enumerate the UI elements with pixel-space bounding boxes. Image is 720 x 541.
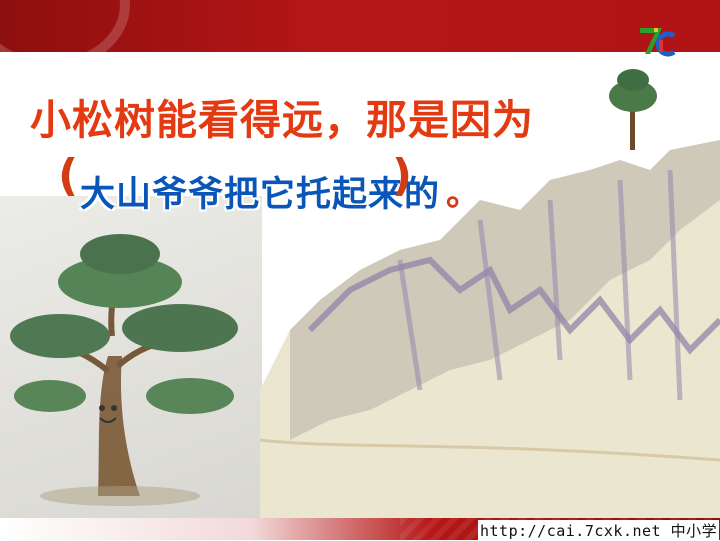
period-mark: 。 (446, 174, 480, 214)
7c-logo-icon (640, 28, 676, 57)
top-banner (0, 0, 720, 70)
title-line-1: 小松树能看得远，那是因为 (30, 96, 534, 144)
close-parenthesis: ) (392, 150, 413, 201)
footer-url: http://cai.7cxk.net 中小学 (478, 520, 720, 541)
mountain-illustration (250, 140, 720, 520)
small-pine-tree-icon (609, 69, 657, 150)
banner-swirl-decoration (0, 0, 130, 70)
pine-tree-illustration (0, 196, 262, 518)
open-parenthesis: ( (58, 150, 79, 201)
title-line-2: 大山爷爷把它托起来的 (80, 175, 441, 215)
